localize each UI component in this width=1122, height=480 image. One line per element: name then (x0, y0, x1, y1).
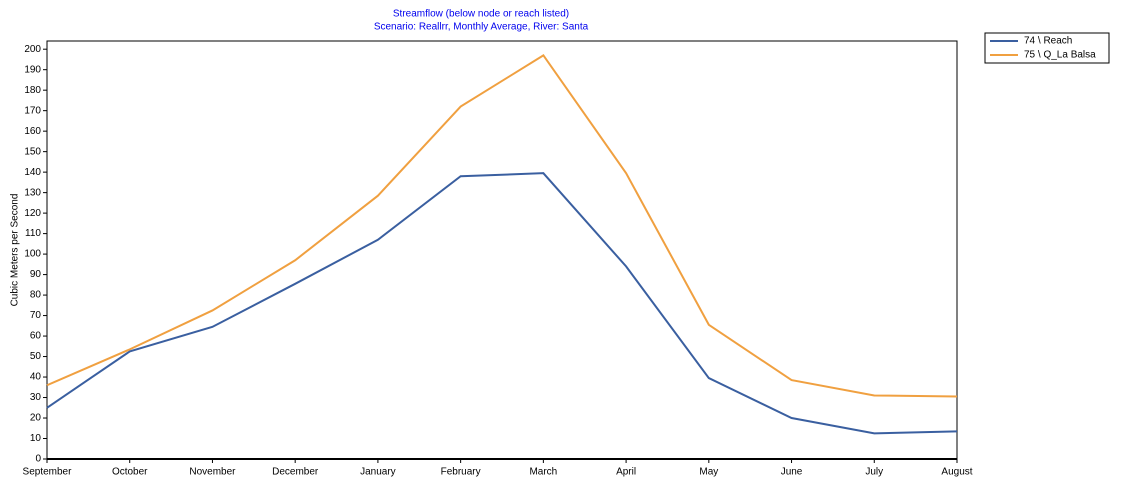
y-tick-label: 190 (24, 64, 41, 75)
y-tick-label: 70 (30, 310, 42, 321)
legend-box (984, 32, 1110, 64)
y-tick-label: 130 (24, 187, 41, 198)
y-tick-label: 100 (24, 249, 41, 260)
x-tick-label: July (865, 467, 883, 478)
y-tick-label: 30 (30, 392, 42, 403)
y-tick-label: 90 (30, 269, 42, 280)
x-tick-label: May (699, 467, 718, 478)
y-tick-label: 40 (30, 372, 42, 383)
y-tick-label: 140 (24, 167, 41, 178)
y-tick-label: 170 (24, 105, 41, 116)
x-tick-label: February (441, 467, 481, 478)
chart-title: Streamflow (below node or reach listed) (393, 9, 569, 20)
x-tick-label: October (112, 467, 148, 478)
y-tick-label: 200 (24, 44, 41, 55)
chart-subtitle: Scenario: Reallrr, Monthly Average, Rive… (374, 22, 589, 33)
x-tick-label: January (360, 467, 396, 478)
plot-frame (46, 40, 958, 460)
legend-label: 74 \ Reach (1024, 36, 1072, 47)
y-axis-label: Cubic Meters per Second (10, 194, 21, 307)
series-line (46, 53, 958, 398)
x-tick-label: September (23, 467, 73, 478)
y-tick-label: 20 (30, 413, 42, 424)
legend-label: 75 \ Q_La Balsa (1024, 50, 1096, 61)
y-tick-label: 80 (30, 290, 42, 301)
series-line (46, 172, 958, 435)
y-tick-label: 150 (24, 146, 41, 157)
x-tick-label: December (272, 467, 319, 478)
y-tick-label: 110 (25, 228, 41, 239)
y-tick-label: 50 (30, 351, 42, 362)
y-tick-label: 160 (24, 126, 41, 137)
x-tick-label: August (941, 467, 972, 478)
y-tick-label: 180 (24, 85, 41, 96)
x-tick-label: April (616, 467, 636, 478)
y-tick-label: 0 (35, 454, 41, 465)
x-tick-label: March (529, 467, 557, 478)
x-tick-label: June (781, 467, 803, 478)
y-tick-label: 10 (30, 433, 42, 444)
y-tick-label: 120 (24, 208, 41, 219)
y-tick-label: 60 (30, 331, 42, 342)
x-tick-label: November (189, 467, 236, 478)
